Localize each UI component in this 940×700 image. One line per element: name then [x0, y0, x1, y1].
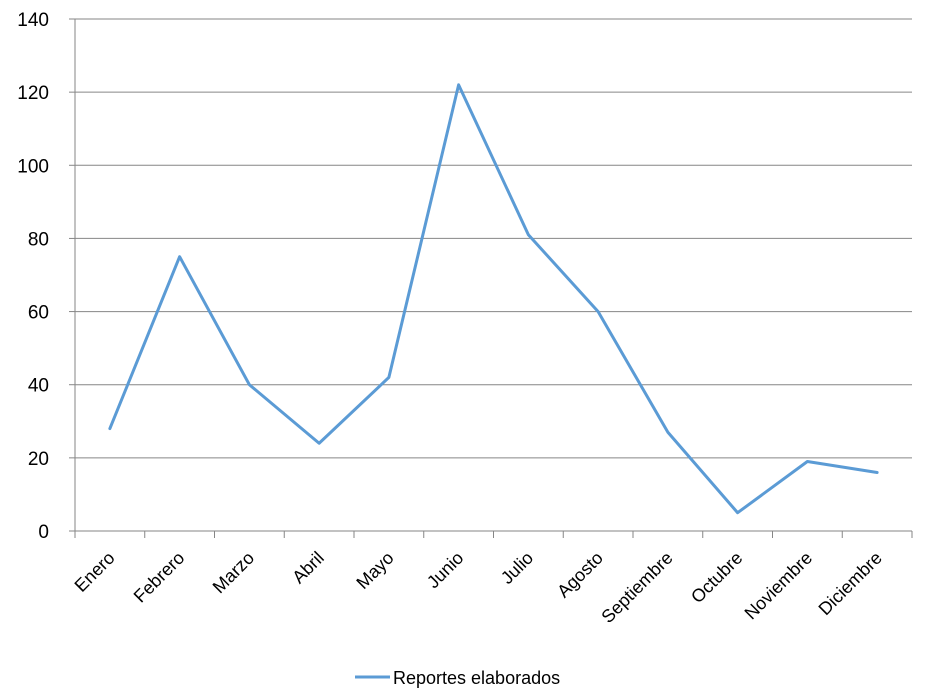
- y-tick-label: 20: [28, 449, 49, 470]
- y-tick-label: 140: [17, 10, 49, 31]
- x-axis-ticks: Enero Febrero Marzo Abril Mayo Junio Julio Agos…: [71, 531, 913, 627]
- x-tick-label: Enero: [71, 548, 119, 596]
- x-tick-label: Agosto: [553, 548, 607, 602]
- y-tick-label: 60: [28, 303, 49, 324]
- legend: Reportes elaborados: [355, 668, 560, 688]
- axes: [74, 19, 912, 532]
- legend-label: Reportes elaborados: [393, 668, 560, 688]
- y-axis-ticks: 0 20 40 60 80 100 120 140: [17, 10, 75, 543]
- y-tick-label: 120: [17, 83, 49, 104]
- x-tick-label: Junio: [423, 548, 468, 593]
- series-line-0: [108, 83, 879, 515]
- x-tick-label: Noviembre: [741, 548, 817, 624]
- series-group: [108, 83, 879, 515]
- x-tick-label: Diciembre: [815, 548, 886, 619]
- x-tick-label: Octubre: [687, 548, 746, 607]
- x-tick-label: Febrero: [130, 548, 189, 607]
- y-tick-label: 0: [38, 522, 49, 543]
- x-tick-label: Marzo: [209, 548, 259, 598]
- x-tick-label: Julio: [497, 548, 537, 588]
- y-tick-label: 80: [28, 229, 49, 250]
- y-tick-label: 100: [17, 156, 49, 177]
- x-tick-label: Mayo: [352, 548, 397, 593]
- x-tick-label: Abril: [288, 548, 328, 588]
- y-tick-label: 40: [28, 376, 49, 397]
- grid-lines: [75, 18, 912, 459]
- x-tick-label: Septiembre: [597, 548, 676, 627]
